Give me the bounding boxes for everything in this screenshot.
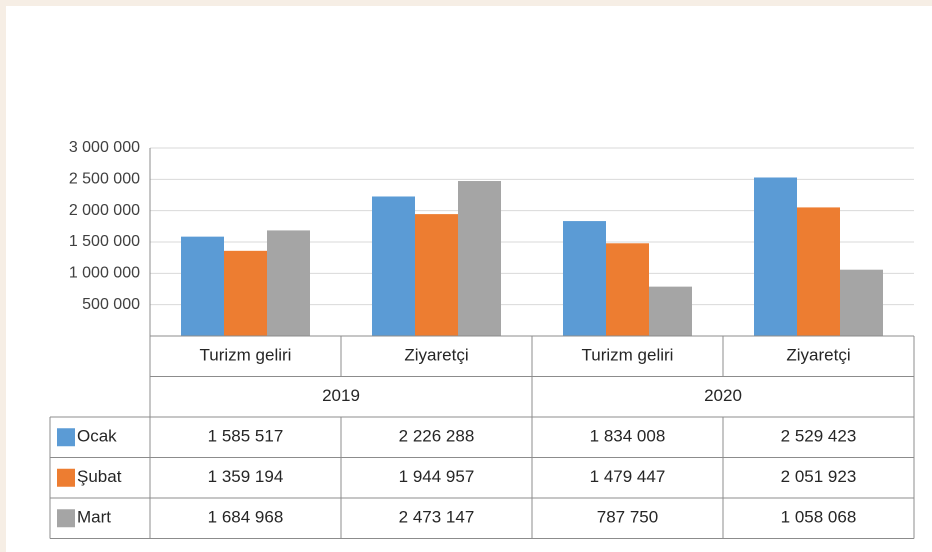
- table-value: 2 473 147: [399, 508, 475, 527]
- y-tick-label: 500 000: [82, 296, 140, 313]
- bar: [649, 286, 692, 336]
- legend-label: Ocak: [77, 427, 117, 446]
- y-tick-label: 1 500 000: [69, 233, 140, 250]
- x-tick-label: Ziyaretçi: [786, 346, 850, 365]
- bar: [563, 221, 606, 336]
- table-value: 1 479 447: [590, 467, 666, 486]
- table-value: 1 684 968: [208, 508, 284, 527]
- x-tick-label: Turizm geliri: [582, 346, 674, 365]
- bar: [458, 181, 501, 336]
- table-value: 1 944 957: [399, 467, 475, 486]
- bar: [267, 230, 310, 336]
- bar: [181, 236, 224, 336]
- bar: [372, 196, 415, 336]
- y-tick-label: 3 000 000: [69, 139, 140, 156]
- table-value: 2 226 288: [399, 427, 475, 446]
- group-label: 2019: [322, 386, 360, 405]
- bar: [415, 214, 458, 336]
- legend-key: [57, 428, 75, 447]
- legend-key: [57, 468, 75, 487]
- bar: [224, 250, 267, 336]
- table-value: 2 051 923: [781, 467, 857, 486]
- group-label: 2020: [704, 386, 742, 405]
- y-tick-label: 2 000 000: [69, 202, 140, 219]
- table-value: 1 585 517: [208, 427, 284, 446]
- legend-label: Mart: [77, 508, 111, 527]
- bar: [840, 269, 883, 336]
- bar: [754, 177, 797, 336]
- table-value: 1 834 008: [590, 427, 666, 446]
- table-value: 2 529 423: [781, 427, 857, 446]
- table-value: 1 359 194: [208, 467, 284, 486]
- y-tick-label: 1 000 000: [69, 265, 140, 282]
- y-tick-label: 2 500 000: [69, 171, 140, 188]
- bar: [606, 243, 649, 336]
- x-tick-label: Turizm geliri: [200, 346, 292, 365]
- bar: [797, 207, 840, 336]
- table-value: 1 058 068: [781, 508, 857, 527]
- legend-label: Şubat: [77, 467, 122, 486]
- table-value: 787 750: [597, 508, 658, 527]
- x-tick-label: Ziyaretçi: [404, 346, 468, 365]
- legend-key: [57, 509, 75, 528]
